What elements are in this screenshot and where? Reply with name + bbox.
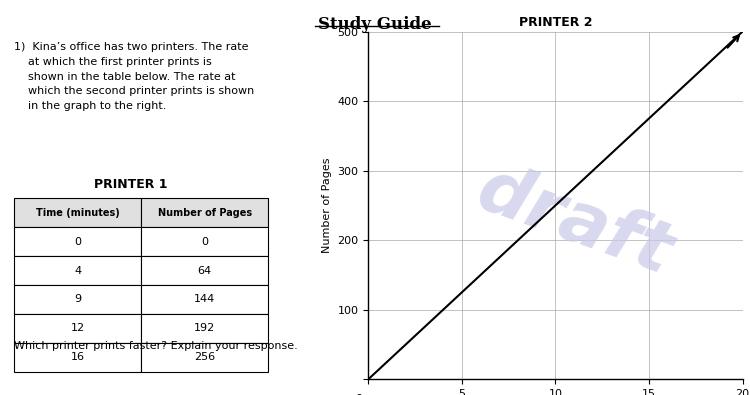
Text: 256: 256 [194,352,215,362]
Text: 1)  Kina’s office has two printers. The rate
    at which the first printer prin: 1) Kina’s office has two printers. The r… [14,42,254,111]
Title: PRINTER 2: PRINTER 2 [519,16,593,29]
FancyBboxPatch shape [14,343,141,372]
Text: Which printer prints faster? Explain your response.: Which printer prints faster? Explain you… [14,341,298,352]
Text: 12: 12 [70,323,85,333]
FancyBboxPatch shape [141,285,268,314]
Text: Study Guide: Study Guide [318,16,432,33]
FancyBboxPatch shape [141,198,268,227]
Y-axis label: Number of Pages: Number of Pages [322,158,332,253]
Text: 16: 16 [70,352,85,362]
FancyBboxPatch shape [14,256,141,285]
Text: Number of Pages: Number of Pages [158,208,252,218]
Text: Time (minutes): Time (minutes) [36,208,120,218]
Text: 192: 192 [194,323,215,333]
Text: 64: 64 [198,265,211,276]
FancyBboxPatch shape [14,198,141,227]
FancyBboxPatch shape [141,314,268,343]
FancyBboxPatch shape [141,343,268,372]
Text: 144: 144 [194,294,215,305]
FancyBboxPatch shape [14,314,141,343]
FancyBboxPatch shape [14,285,141,314]
FancyBboxPatch shape [14,227,141,256]
FancyBboxPatch shape [141,227,268,256]
FancyBboxPatch shape [141,256,268,285]
Text: PRINTER 1: PRINTER 1 [94,179,168,192]
Text: 0: 0 [201,237,208,247]
Text: 9: 9 [74,294,81,305]
Text: draft: draft [467,156,681,290]
Text: 0: 0 [74,237,81,247]
Text: 4: 4 [74,265,81,276]
